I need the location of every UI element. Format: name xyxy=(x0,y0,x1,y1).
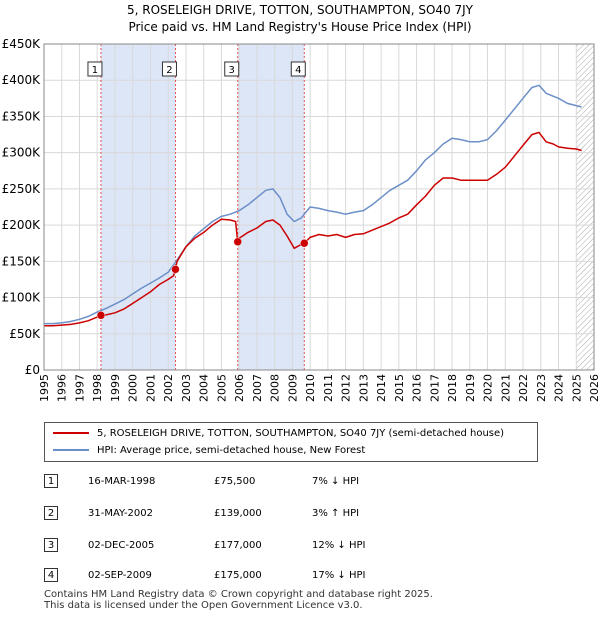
footer-licence: This data is licensed under the Open Gov… xyxy=(44,600,363,611)
sale-date: 16-MAR-1998 xyxy=(88,476,156,487)
y-tick-label: £200K xyxy=(2,218,42,232)
plot-frame xyxy=(43,43,595,371)
legend-price-paid-label: 5, ROSELEIGH DRIVE, TOTTON, SOUTHAMPTON,… xyxy=(97,428,505,439)
sale-price: £175,000 xyxy=(214,570,262,581)
sale-row: 4 02-SEP-2009 £175,000 17% ↓ HPI xyxy=(44,566,584,586)
legend-red-line xyxy=(53,432,89,434)
x-tick-label: 2014 xyxy=(375,374,388,402)
sale-hpi-diff: 3% ↑ HPI xyxy=(312,508,360,519)
y-tick-label: £300K xyxy=(2,146,42,160)
chart-subtitle: Price paid vs. HM Land Registry's House … xyxy=(128,20,472,34)
x-tick-label: 2009 xyxy=(286,374,299,402)
sale-point xyxy=(96,311,106,320)
x-tick-label: 2015 xyxy=(393,374,406,402)
marker-box-label: 3 xyxy=(229,65,235,76)
x-tick-label: 2024 xyxy=(553,374,566,402)
legend-blue-line xyxy=(53,449,89,451)
x-tick-label: 2021 xyxy=(499,374,512,402)
sale-date: 02-DEC-2005 xyxy=(88,540,155,551)
sale-number-badge: 1 xyxy=(44,474,58,488)
chart-title: 5, ROSELEIGH DRIVE, TOTTON, SOUTHAMPTON,… xyxy=(126,3,474,17)
marker-box xyxy=(290,61,306,77)
x-tick-label: 2016 xyxy=(411,374,424,402)
y-tick-label: £450K xyxy=(2,37,42,51)
x-tick-label: 2008 xyxy=(269,374,282,402)
x-tick-label: 2018 xyxy=(446,374,459,402)
legend-item-price-paid: 5, ROSELEIGH DRIVE, TOTTON, SOUTHAMPTON,… xyxy=(53,426,504,442)
y-tick-label: £250K xyxy=(2,182,42,196)
chart-title-block: 5, ROSELEIGH DRIVE, TOTTON, SOUTHAMPTON,… xyxy=(0,2,600,36)
marker-box xyxy=(224,61,240,77)
y-tick-label: £150K xyxy=(2,254,42,268)
legend-item-hpi: HPI: Average price, semi-detached house,… xyxy=(53,443,365,459)
x-tick-label: 2011 xyxy=(322,374,335,402)
x-tick-label: 2023 xyxy=(535,374,548,402)
x-tick-label: 2010 xyxy=(304,374,317,402)
sale-row: 3 02-DEC-2005 £177,000 12% ↓ HPI xyxy=(44,536,584,556)
sale-date: 31-MAY-2002 xyxy=(88,508,154,519)
x-tick-label: 2000 xyxy=(127,374,140,402)
shaded-period xyxy=(237,44,305,370)
price-chart: 1 2 3 4 £0 £50K £100K £150K £200K £250K £300K £350K… xyxy=(2,37,600,402)
x-tick-label: 2005 xyxy=(215,374,228,402)
sale-number-badge: 3 xyxy=(44,538,58,552)
sale-price: £177,000 xyxy=(214,540,262,551)
x-tick-label: 2020 xyxy=(482,374,495,402)
x-tick-label: 1995 xyxy=(38,374,51,402)
footer-copyright: Contains HM Land Registry data © Crown c… xyxy=(44,589,433,600)
x-tick-label: 1999 xyxy=(109,374,122,402)
x-tick-label: 2025 xyxy=(570,374,583,402)
footer-notice: Contains HM Land Registry data © Crown c… xyxy=(44,589,433,611)
sale-hpi-diff: 17% ↓ HPI xyxy=(312,570,366,581)
x-tick-label: 2012 xyxy=(340,374,353,402)
sale-row: 1 16-MAR-1998 £75,500 7% ↓ HPI xyxy=(44,472,584,492)
sale-hpi-diff: 12% ↓ HPI xyxy=(312,540,366,551)
y-tick-label: £400K xyxy=(2,73,42,87)
marker-box-label: 1 xyxy=(92,65,98,76)
x-tick-label: 2001 xyxy=(144,374,157,402)
hpi-line xyxy=(44,84,582,325)
marker-box-label: 4 xyxy=(295,65,301,76)
x-tick-label: 1998 xyxy=(91,374,104,402)
hatched-region xyxy=(576,44,594,370)
x-tick-label: 2006 xyxy=(233,374,246,402)
legend-hpi-label: HPI: Average price, semi-detached house,… xyxy=(97,445,366,456)
marker-box-label: 2 xyxy=(166,65,172,76)
sale-number-badge: 2 xyxy=(44,506,58,520)
y-tick-label: £50K xyxy=(9,327,41,341)
sale-point xyxy=(233,237,242,247)
x-tick-label: 2013 xyxy=(357,374,370,402)
x-tick-label: 2004 xyxy=(198,374,211,402)
x-tick-label: 2026 xyxy=(588,374,600,402)
marker-box xyxy=(87,61,103,77)
sale-row: 2 31-MAY-2002 £139,000 3% ↑ HPI xyxy=(44,504,584,524)
sale-point xyxy=(300,238,309,248)
x-tick-label: 2003 xyxy=(180,374,193,402)
x-tick-label: 2019 xyxy=(464,374,477,402)
marker-box xyxy=(161,61,177,77)
sale-hpi-diff: 7% ↓ HPI xyxy=(312,476,360,487)
x-tick-label: 1996 xyxy=(56,374,69,402)
price-paid-line xyxy=(44,131,582,327)
y-tick-label: £350K xyxy=(2,109,42,123)
x-tick-label: 2007 xyxy=(251,374,264,402)
sale-point xyxy=(171,265,180,274)
y-tick-label: £0 xyxy=(25,363,40,377)
shaded-period xyxy=(100,44,176,370)
x-tick-label: 2017 xyxy=(428,374,441,402)
chart-legend: 5, ROSELEIGH DRIVE, TOTTON, SOUTHAMPTON,… xyxy=(44,422,538,462)
sale-price: £75,500 xyxy=(214,476,256,487)
sale-price: £139,000 xyxy=(214,508,262,519)
x-tick-label: 2022 xyxy=(517,374,530,402)
y-tick-label: £100K xyxy=(2,291,42,305)
x-tick-label: 1997 xyxy=(73,374,86,402)
sale-date: 02-SEP-2009 xyxy=(88,570,152,581)
sale-number-badge: 4 xyxy=(44,568,58,582)
x-tick-label: 2002 xyxy=(162,374,175,402)
